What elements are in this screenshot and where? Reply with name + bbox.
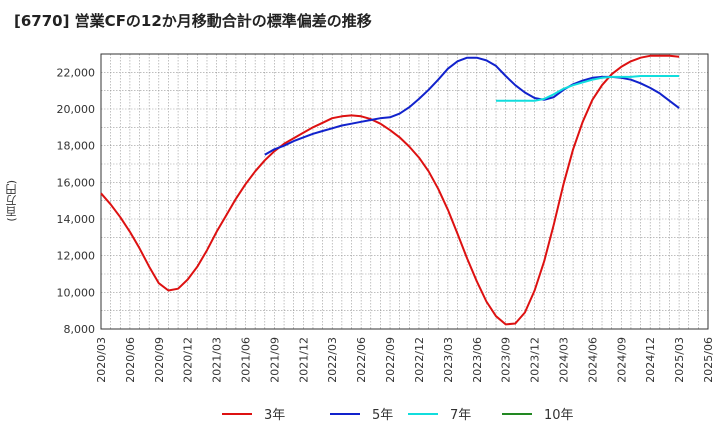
x-tick-label: 2024/03 <box>557 337 570 383</box>
legend: 3年 5年 7年 10年 <box>222 408 574 423</box>
x-tick-label: 2020/06 <box>124 337 137 383</box>
plot-frame <box>100 53 709 330</box>
x-tick-label: 2021/06 <box>240 337 253 383</box>
y-tick-label: 22,000 <box>57 66 96 79</box>
x-tick-label: 2021/03 <box>211 337 224 383</box>
y-tick-label: 16,000 <box>57 176 96 189</box>
y-tick-label: 10,000 <box>57 286 96 299</box>
y-axis-ticks: 8,000 10,000 12,000 14,000 16,000 18,000 20,00… <box>57 66 96 336</box>
y-tick-label: 8,000 <box>64 323 96 336</box>
series-line-2 <box>496 75 680 102</box>
x-tick-label: 2023/09 <box>500 337 513 383</box>
series-line-0 <box>100 54 680 326</box>
y-tick-label: 20,000 <box>57 103 96 116</box>
x-tick-label: 2022/03 <box>326 337 339 383</box>
y-tick-label: 12,000 <box>57 250 96 263</box>
x-tick-label: 2023/03 <box>442 337 455 383</box>
x-axis-ticks: 2020/03 2020/06 2020/09 2020/12 2021/03 2021/… <box>95 337 715 383</box>
chart-title: [6770] 営業CFの12か月移動合計の標準偏差の推移 <box>14 12 372 30</box>
x-tick-label: 2025/03 <box>673 337 686 383</box>
x-tick-label: 2021/09 <box>268 337 281 383</box>
x-tick-label: 2024/09 <box>615 337 628 383</box>
x-tick-label: 2024/12 <box>644 337 657 383</box>
x-tick-label: 2025/06 <box>702 337 715 383</box>
x-tick-label: 2022/06 <box>355 337 368 383</box>
legend-label-1: 5年 <box>372 408 393 423</box>
x-tick-label: 2020/12 <box>182 337 195 383</box>
x-tick-label: 2024/06 <box>586 337 599 383</box>
y-tick-label: 18,000 <box>57 140 96 153</box>
series-lines <box>100 54 680 326</box>
legend-label-3: 10年 <box>544 408 574 423</box>
x-tick-label: 2022/12 <box>413 337 426 383</box>
x-tick-label: 2023/12 <box>529 337 542 383</box>
x-tick-label: 2020/09 <box>153 337 166 383</box>
y-tick-label: 14,000 <box>57 213 96 226</box>
x-tick-label: 2023/06 <box>471 337 484 383</box>
legend-label-0: 3年 <box>264 408 285 423</box>
x-tick-label: 2020/03 <box>95 337 108 383</box>
grid <box>100 53 709 330</box>
x-tick-label: 2022/09 <box>384 337 397 383</box>
legend-label-2: 7年 <box>450 408 471 423</box>
x-tick-label: 2021/12 <box>297 337 310 383</box>
